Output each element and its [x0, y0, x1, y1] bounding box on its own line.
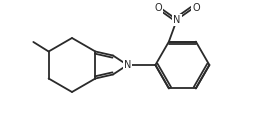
- Text: N: N: [124, 60, 131, 70]
- Text: O: O: [154, 3, 162, 13]
- Text: O: O: [192, 3, 200, 13]
- Text: N: N: [173, 15, 181, 25]
